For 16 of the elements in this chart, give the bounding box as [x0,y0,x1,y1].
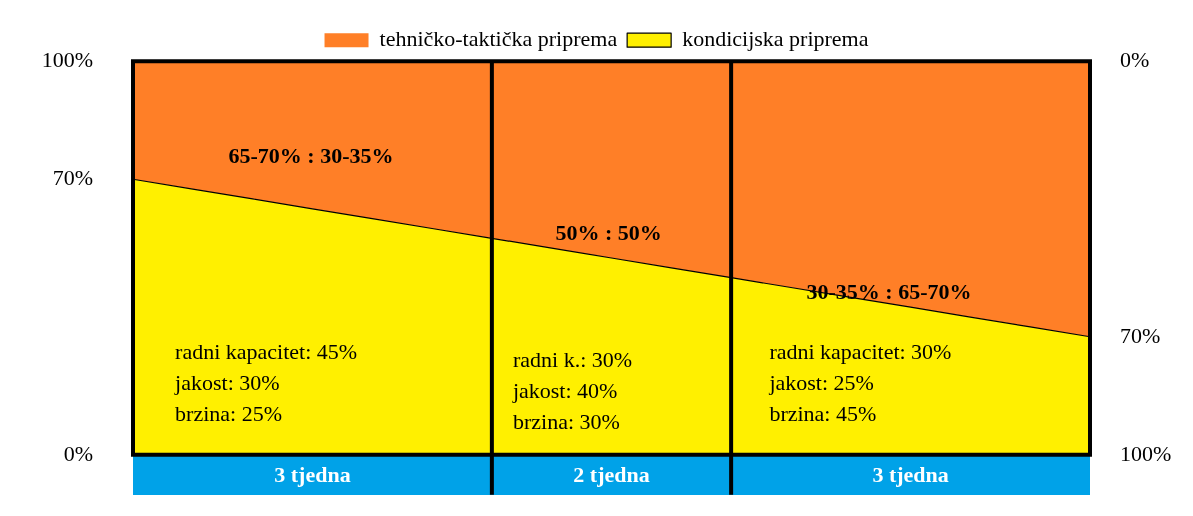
y2-tick-label: 70% [1120,322,1161,348]
x-tick-label: 2 tjedna [573,461,650,487]
x-tick-label: 3 tjedna [872,461,949,487]
y-tick-label: 100% [41,46,93,72]
legend-label: tehničko-taktička priprema [379,25,618,51]
annotation: 50% : 50% [555,220,662,246]
x-tick-label: 3 tjedna [274,461,351,487]
y2-tick-label: 0% [1120,46,1150,72]
annotation: radni k.: 30% jakost: 40% brzina: 30% [511,346,633,434]
annotation: 65-70% : 30-35% [228,143,394,169]
annotation: radni kapacitet: 30% jakost: 25% brzina: 45% [768,338,952,426]
annotation: radni kapacitet: 45% jakost: 30% brzina: 25% [174,338,358,426]
legend-label: kondicijska priprema [682,25,869,51]
y-tick-label: 0% [63,440,93,466]
y2-tick-label: 100% [1120,440,1172,466]
y-tick-label: 70% [52,165,93,191]
